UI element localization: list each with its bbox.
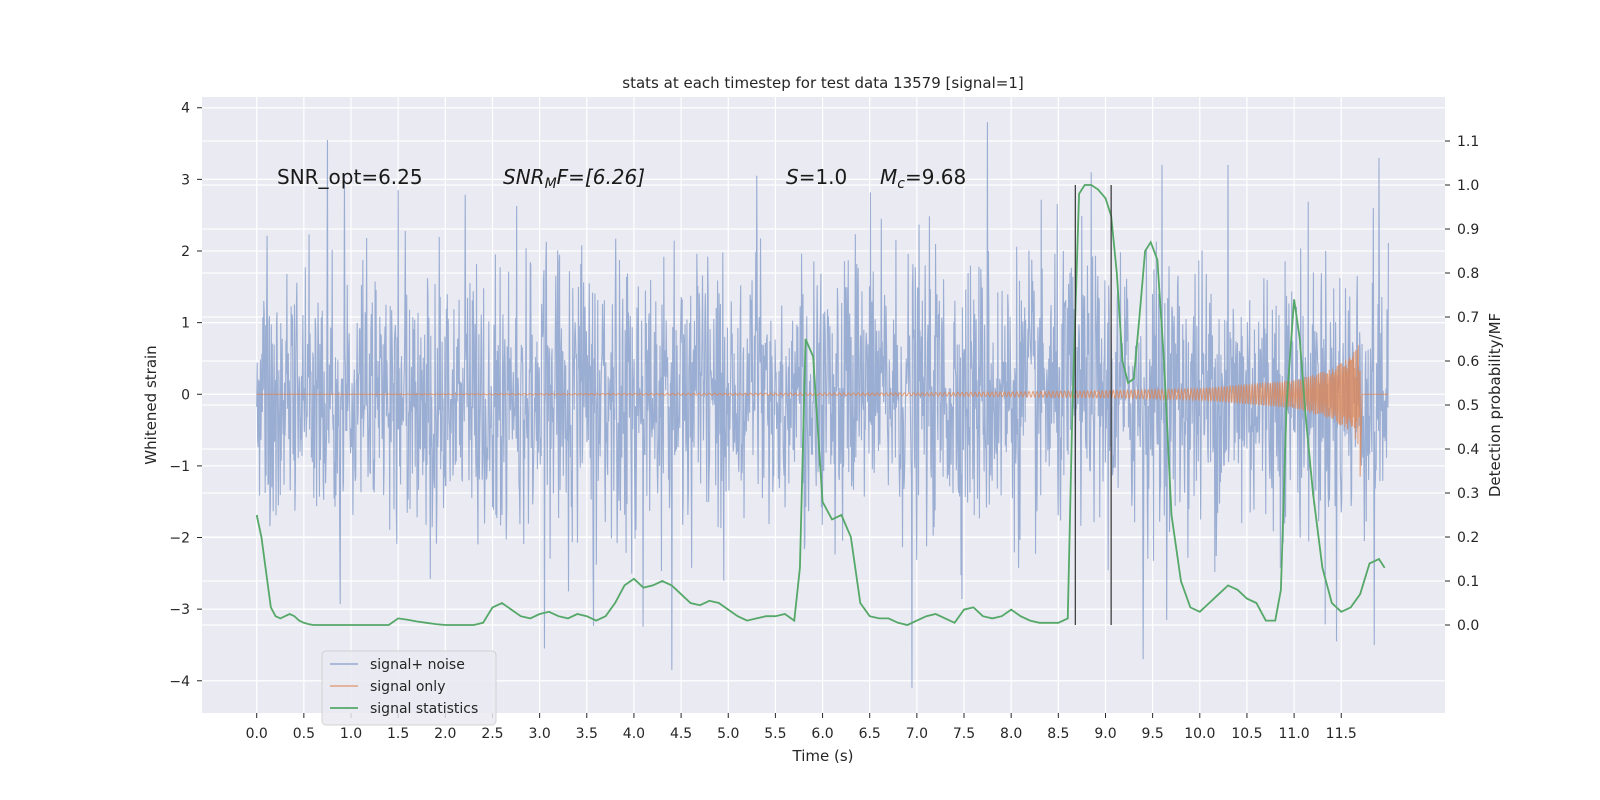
x-tick-label: 4.0 <box>623 726 645 742</box>
signal-statistics-line <box>255 184 1386 626</box>
chart-title: stats at each timestep for test data 135… <box>622 74 1023 92</box>
signal-only-series <box>256 345 1389 477</box>
x-tick-label: 11.5 <box>1326 726 1357 742</box>
y2-tick-label: 1.1 <box>1457 134 1479 150</box>
annotation-mc-name: M <box>880 165 897 189</box>
x-tick-label: 3.5 <box>576 726 598 742</box>
annotation-snr-mf: SNRMF=[6.26] <box>503 165 645 192</box>
x-tick-label: 0.5 <box>293 726 315 742</box>
vertical-markers <box>1074 185 1112 625</box>
annotation-s-name: S <box>786 165 799 189</box>
y-tick-label: −3 <box>169 602 190 618</box>
x-tick-label: 10.5 <box>1231 726 1262 742</box>
x-tick-label: 7.5 <box>953 726 975 742</box>
annotation-snr-mf-sub: M <box>545 176 557 192</box>
y-tick-label: 2 <box>181 244 190 260</box>
annotation-mc-value: =9.68 <box>905 165 966 189</box>
signal-only-line <box>256 345 1389 477</box>
y-tick-label: −4 <box>169 674 190 690</box>
y-tick-label: 4 <box>181 101 190 117</box>
y2-tick-label: 1.0 <box>1457 178 1479 194</box>
x-tick-label: 6.0 <box>811 726 833 742</box>
legend: signal+ noise signal only signal statist… <box>321 650 497 726</box>
y2-tick-label: 0.2 <box>1457 530 1479 546</box>
x-tick-label: 4.5 <box>670 726 692 742</box>
legend-box <box>321 650 497 726</box>
y2-axis-label: Detection probability/MF <box>1486 313 1504 497</box>
legend-label-signal-statistics: signal statistics <box>370 701 478 717</box>
signal-statistics-series <box>255 184 1386 626</box>
y2-tick-label: 0.9 <box>1457 222 1479 238</box>
annotation-s: S=1.0 <box>786 165 847 189</box>
x-tick-label: 10.0 <box>1184 726 1215 742</box>
y2-tick-label: 0.5 <box>1457 398 1479 414</box>
y-tick-label: 0 <box>181 387 190 403</box>
annotation-snr-mf-rest: F=[6.26] <box>557 165 645 189</box>
x-tick-label: 9.5 <box>1142 726 1164 742</box>
x-tick-label: 1.5 <box>387 726 409 742</box>
y2-tick-label: 0.4 <box>1457 442 1479 458</box>
x-axis-ticks: 0.0 0.5 1.0 1.5 2.0 2.5 3.0 3.5 4.0 4.5 5.0 5.5 6.0 6… <box>246 713 1357 742</box>
x-tick-label: 2.5 <box>481 726 503 742</box>
x-axis-label: Time (s) <box>792 747 854 765</box>
y2-tick-label: 0.8 <box>1457 266 1479 282</box>
annotation-snr-opt: SNR_opt=6.25 <box>277 165 423 189</box>
y-tick-label: −1 <box>169 459 190 475</box>
x-tick-label: 3.0 <box>528 726 550 742</box>
annotation-mc: Mc=9.68 <box>880 165 966 192</box>
y-tick-label: −2 <box>169 531 190 547</box>
y-tick-label: 3 <box>181 172 190 188</box>
y2-tick-label: 0.3 <box>1457 486 1479 502</box>
y2-tick-label: 0.7 <box>1457 310 1479 326</box>
legend-label-signal-noise: signal+ noise <box>370 657 465 673</box>
x-tick-label: 11.0 <box>1279 726 1310 742</box>
x-tick-label: 0.0 <box>246 726 268 742</box>
y-tick-label: 1 <box>181 316 190 332</box>
x-tick-label: 5.5 <box>764 726 786 742</box>
x-tick-label: 1.0 <box>340 726 362 742</box>
y-axis-label: Whitened strain <box>142 345 160 464</box>
y2-tick-label: 0.6 <box>1457 354 1479 370</box>
annotation-snr-mf-name: SNR <box>503 165 545 189</box>
y2-tick-label: 0.1 <box>1457 574 1479 590</box>
x-tick-label: 9.0 <box>1094 726 1116 742</box>
annotation-s-value: =1.0 <box>799 165 848 189</box>
y2-axis-ticks: 1.1 1.0 0.9 0.8 0.7 0.6 0.5 0.4 0.3 0.2 0.1 0.0 <box>1445 134 1479 634</box>
x-tick-label: 2.0 <box>434 726 456 742</box>
x-tick-label: 6.5 <box>859 726 881 742</box>
y-axis-ticks: 4 3 2 1 0 −1 −2 −3 −4 <box>169 101 202 690</box>
y2-tick-label: 0.0 <box>1457 618 1479 634</box>
x-tick-label: 5.0 <box>717 726 739 742</box>
legend-label-signal-only: signal only <box>370 679 445 695</box>
x-tick-label: 8.5 <box>1047 726 1069 742</box>
x-tick-label: 8.0 <box>1000 726 1022 742</box>
x-tick-label: 7.0 <box>906 726 928 742</box>
annotation-mc-sub: c <box>897 176 905 192</box>
